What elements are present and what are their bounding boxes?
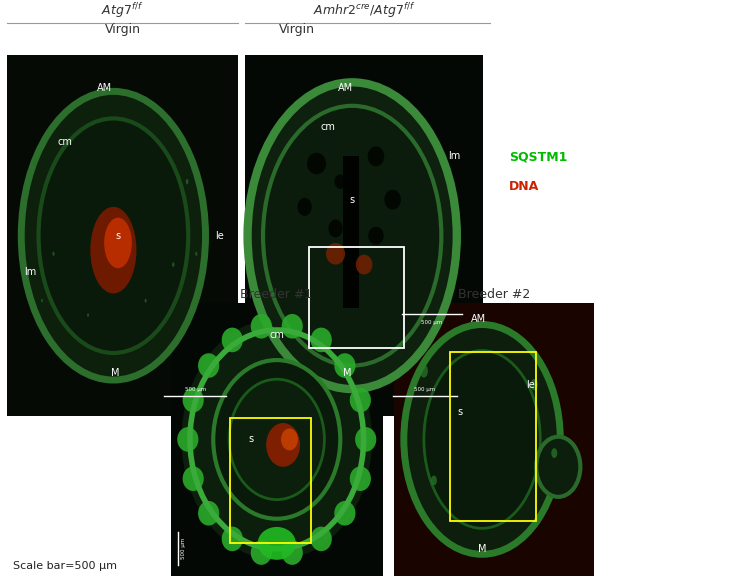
Ellipse shape: [384, 190, 401, 210]
Text: Breeder #2: Breeder #2: [458, 288, 531, 301]
Bar: [394, 303, 594, 576]
Text: s: s: [115, 230, 120, 241]
Text: le: le: [215, 230, 224, 241]
Text: DNA: DNA: [509, 180, 539, 193]
Ellipse shape: [282, 540, 303, 565]
Bar: [171, 303, 383, 576]
Ellipse shape: [536, 436, 580, 497]
Text: cm: cm: [57, 137, 73, 147]
Ellipse shape: [350, 388, 371, 413]
Bar: [309, 247, 404, 347]
Text: M: M: [343, 368, 351, 378]
Ellipse shape: [311, 527, 332, 551]
Text: Virgin: Virgin: [279, 23, 315, 36]
Ellipse shape: [307, 152, 326, 175]
Ellipse shape: [263, 106, 441, 365]
Ellipse shape: [369, 227, 383, 245]
Ellipse shape: [424, 350, 540, 528]
Ellipse shape: [178, 427, 198, 452]
Ellipse shape: [368, 147, 384, 166]
Ellipse shape: [311, 328, 332, 352]
Ellipse shape: [250, 540, 272, 565]
Ellipse shape: [229, 379, 325, 499]
Text: 500 µm: 500 µm: [181, 538, 186, 559]
Ellipse shape: [326, 243, 345, 265]
Ellipse shape: [334, 175, 346, 189]
Text: cm: cm: [269, 331, 285, 340]
Text: s: s: [350, 194, 354, 205]
Ellipse shape: [91, 207, 137, 293]
Text: 500 μm: 500 μm: [414, 387, 435, 392]
Ellipse shape: [281, 428, 298, 450]
Text: le: le: [526, 379, 534, 390]
Ellipse shape: [213, 360, 340, 519]
Ellipse shape: [350, 466, 371, 491]
Ellipse shape: [355, 427, 376, 452]
Ellipse shape: [551, 448, 557, 458]
Text: s: s: [458, 407, 463, 417]
Ellipse shape: [87, 313, 89, 317]
Text: Scale bar=500 μm: Scale bar=500 μm: [13, 560, 117, 571]
Ellipse shape: [221, 328, 243, 352]
Text: 500 μm: 500 μm: [184, 387, 206, 392]
Ellipse shape: [356, 255, 372, 275]
Ellipse shape: [195, 251, 198, 256]
Bar: [450, 352, 536, 521]
Text: s: s: [249, 434, 254, 445]
Ellipse shape: [104, 218, 132, 268]
Text: M: M: [478, 544, 487, 554]
Ellipse shape: [266, 423, 300, 467]
Ellipse shape: [198, 353, 219, 378]
Text: AM: AM: [97, 83, 111, 93]
Ellipse shape: [198, 501, 219, 526]
Ellipse shape: [33, 160, 36, 167]
Ellipse shape: [186, 179, 189, 184]
Ellipse shape: [183, 466, 204, 491]
Text: SQSTM1: SQSTM1: [509, 151, 568, 164]
Ellipse shape: [39, 119, 188, 353]
Ellipse shape: [247, 83, 457, 389]
Ellipse shape: [221, 527, 243, 551]
Bar: [343, 157, 360, 308]
Ellipse shape: [172, 262, 175, 267]
Ellipse shape: [334, 501, 355, 526]
Text: AM: AM: [337, 83, 353, 93]
Ellipse shape: [334, 353, 355, 378]
Text: lm: lm: [25, 267, 36, 277]
Text: Virgin: Virgin: [105, 23, 140, 36]
Ellipse shape: [431, 475, 437, 485]
Text: 500 μm: 500 μm: [421, 321, 443, 325]
Text: $\mathit{Atg7}^{f/f}$: $\mathit{Atg7}^{f/f}$: [102, 1, 143, 20]
Ellipse shape: [531, 379, 538, 391]
Ellipse shape: [41, 299, 43, 303]
Bar: [245, 55, 483, 416]
Ellipse shape: [328, 219, 343, 237]
Text: lm: lm: [448, 151, 461, 161]
Ellipse shape: [181, 319, 372, 560]
Text: cm: cm: [321, 122, 336, 133]
Ellipse shape: [420, 364, 428, 378]
Ellipse shape: [145, 299, 146, 303]
Ellipse shape: [404, 325, 560, 554]
Text: $\mathit{Amhr2}^{cre}\mathit{/Atg7}^{f/f}$: $\mathit{Amhr2}^{cre}\mathit{/Atg7}^{f/f…: [313, 1, 415, 20]
Ellipse shape: [250, 314, 272, 339]
Ellipse shape: [183, 388, 204, 413]
Ellipse shape: [297, 198, 312, 216]
Ellipse shape: [22, 91, 206, 380]
Text: M: M: [111, 368, 120, 378]
Bar: [230, 417, 311, 544]
Text: AM: AM: [470, 314, 486, 324]
Ellipse shape: [53, 251, 54, 256]
Ellipse shape: [258, 527, 296, 560]
Bar: [7, 55, 238, 416]
Text: Breeder #1: Breeder #1: [240, 288, 313, 301]
Ellipse shape: [282, 314, 303, 339]
